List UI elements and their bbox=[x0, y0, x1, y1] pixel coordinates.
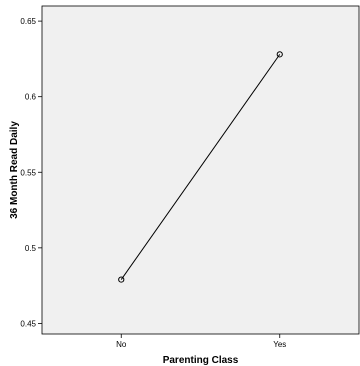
y-tick-label: 0.5 bbox=[25, 244, 37, 253]
y-tick-label: 0.6 bbox=[25, 93, 37, 102]
series-layer bbox=[118, 51, 283, 283]
x-axis-title: Parenting Class bbox=[163, 355, 239, 366]
x-tick-label: Yes bbox=[273, 340, 286, 349]
y-tick-label: 0.65 bbox=[20, 17, 36, 26]
y-axis-title: 36 Month Read Daily bbox=[9, 121, 20, 219]
plot-area bbox=[41, 5, 360, 335]
x-tick-label: No bbox=[116, 340, 127, 349]
data-point bbox=[118, 276, 125, 283]
series-line bbox=[120, 54, 281, 280]
data-point bbox=[276, 51, 283, 58]
x-axis-ticks: No Yes bbox=[116, 334, 286, 349]
y-axis-ticks: 0.45 0.5 0.55 0.6 0.65 bbox=[20, 17, 42, 328]
y-tick-label: 0.45 bbox=[20, 319, 36, 328]
y-tick-label: 0.55 bbox=[20, 168, 36, 177]
